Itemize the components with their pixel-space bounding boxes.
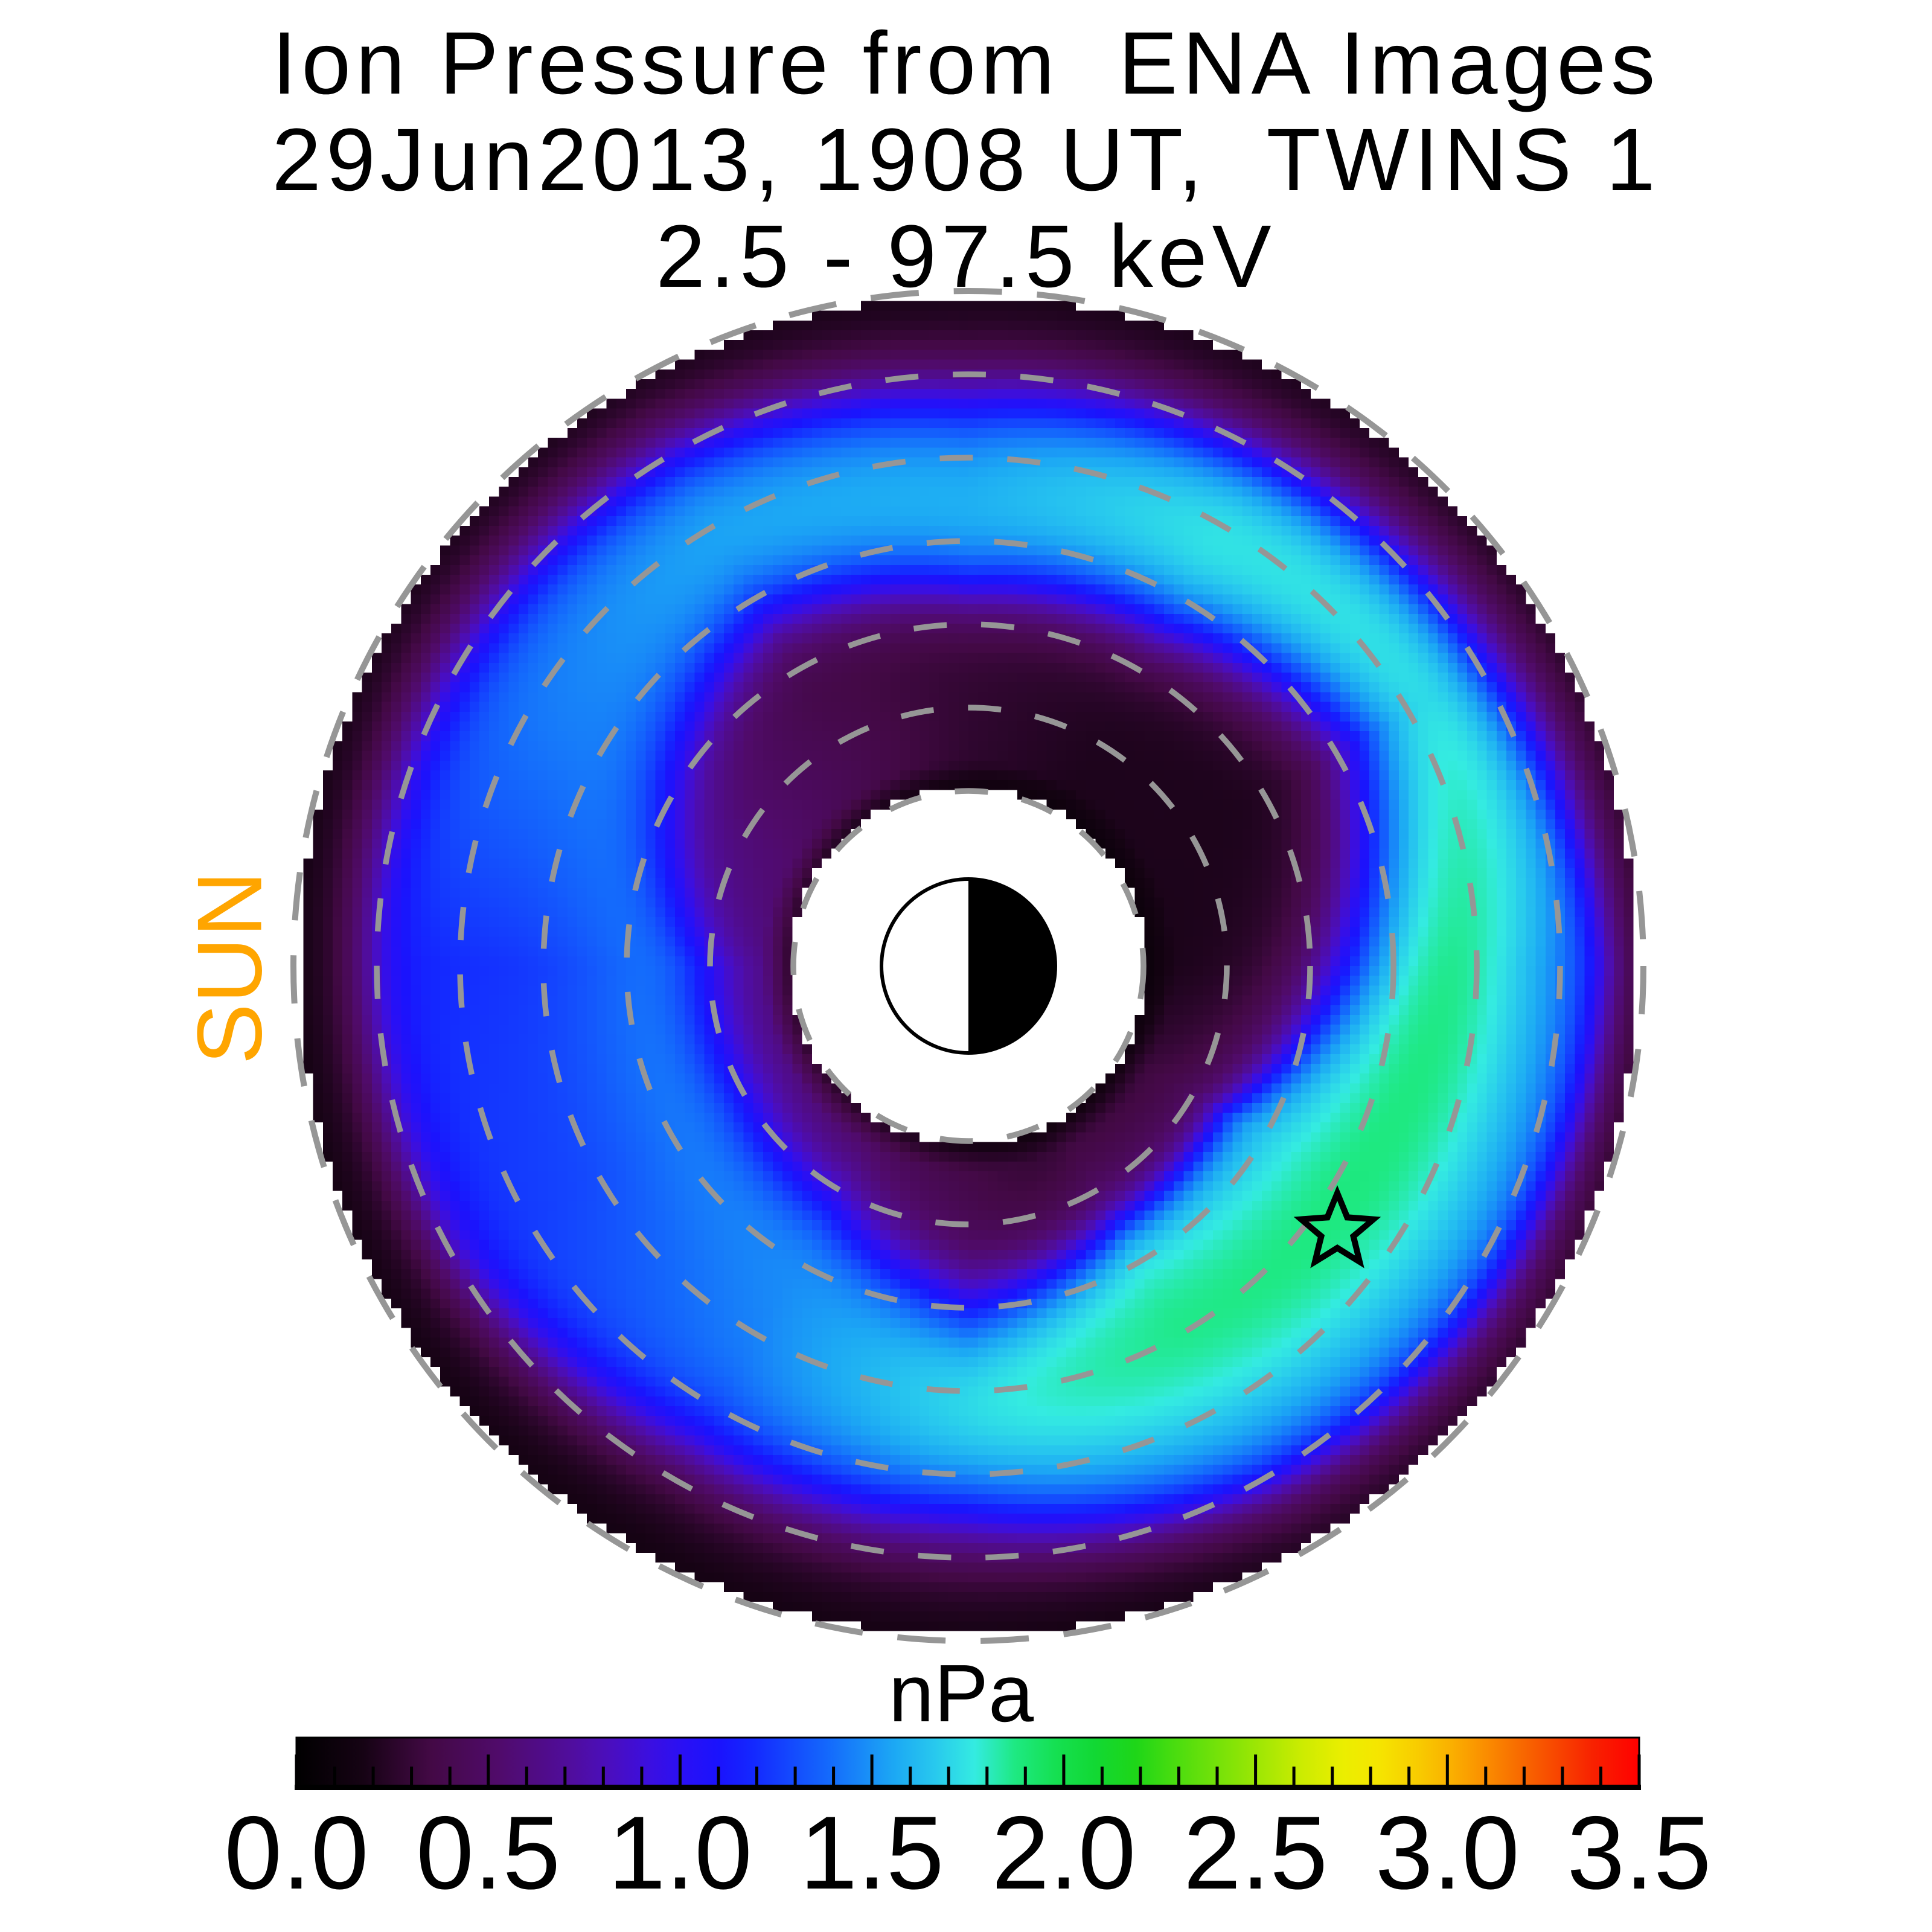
svg-text:1.0: 1.0 bbox=[608, 1795, 752, 1911]
svg-text:1.5: 1.5 bbox=[800, 1795, 944, 1911]
svg-text:2.5: 2.5 bbox=[1183, 1795, 1328, 1911]
svg-text:3.0: 3.0 bbox=[1375, 1795, 1520, 1911]
svg-text:0.5: 0.5 bbox=[416, 1795, 560, 1911]
svg-text:nPa: nPa bbox=[889, 1648, 1034, 1739]
svg-text:2.0: 2.0 bbox=[991, 1795, 1136, 1911]
svg-text:0.0: 0.0 bbox=[224, 1795, 368, 1911]
svg-text:3.5: 3.5 bbox=[1567, 1795, 1711, 1911]
